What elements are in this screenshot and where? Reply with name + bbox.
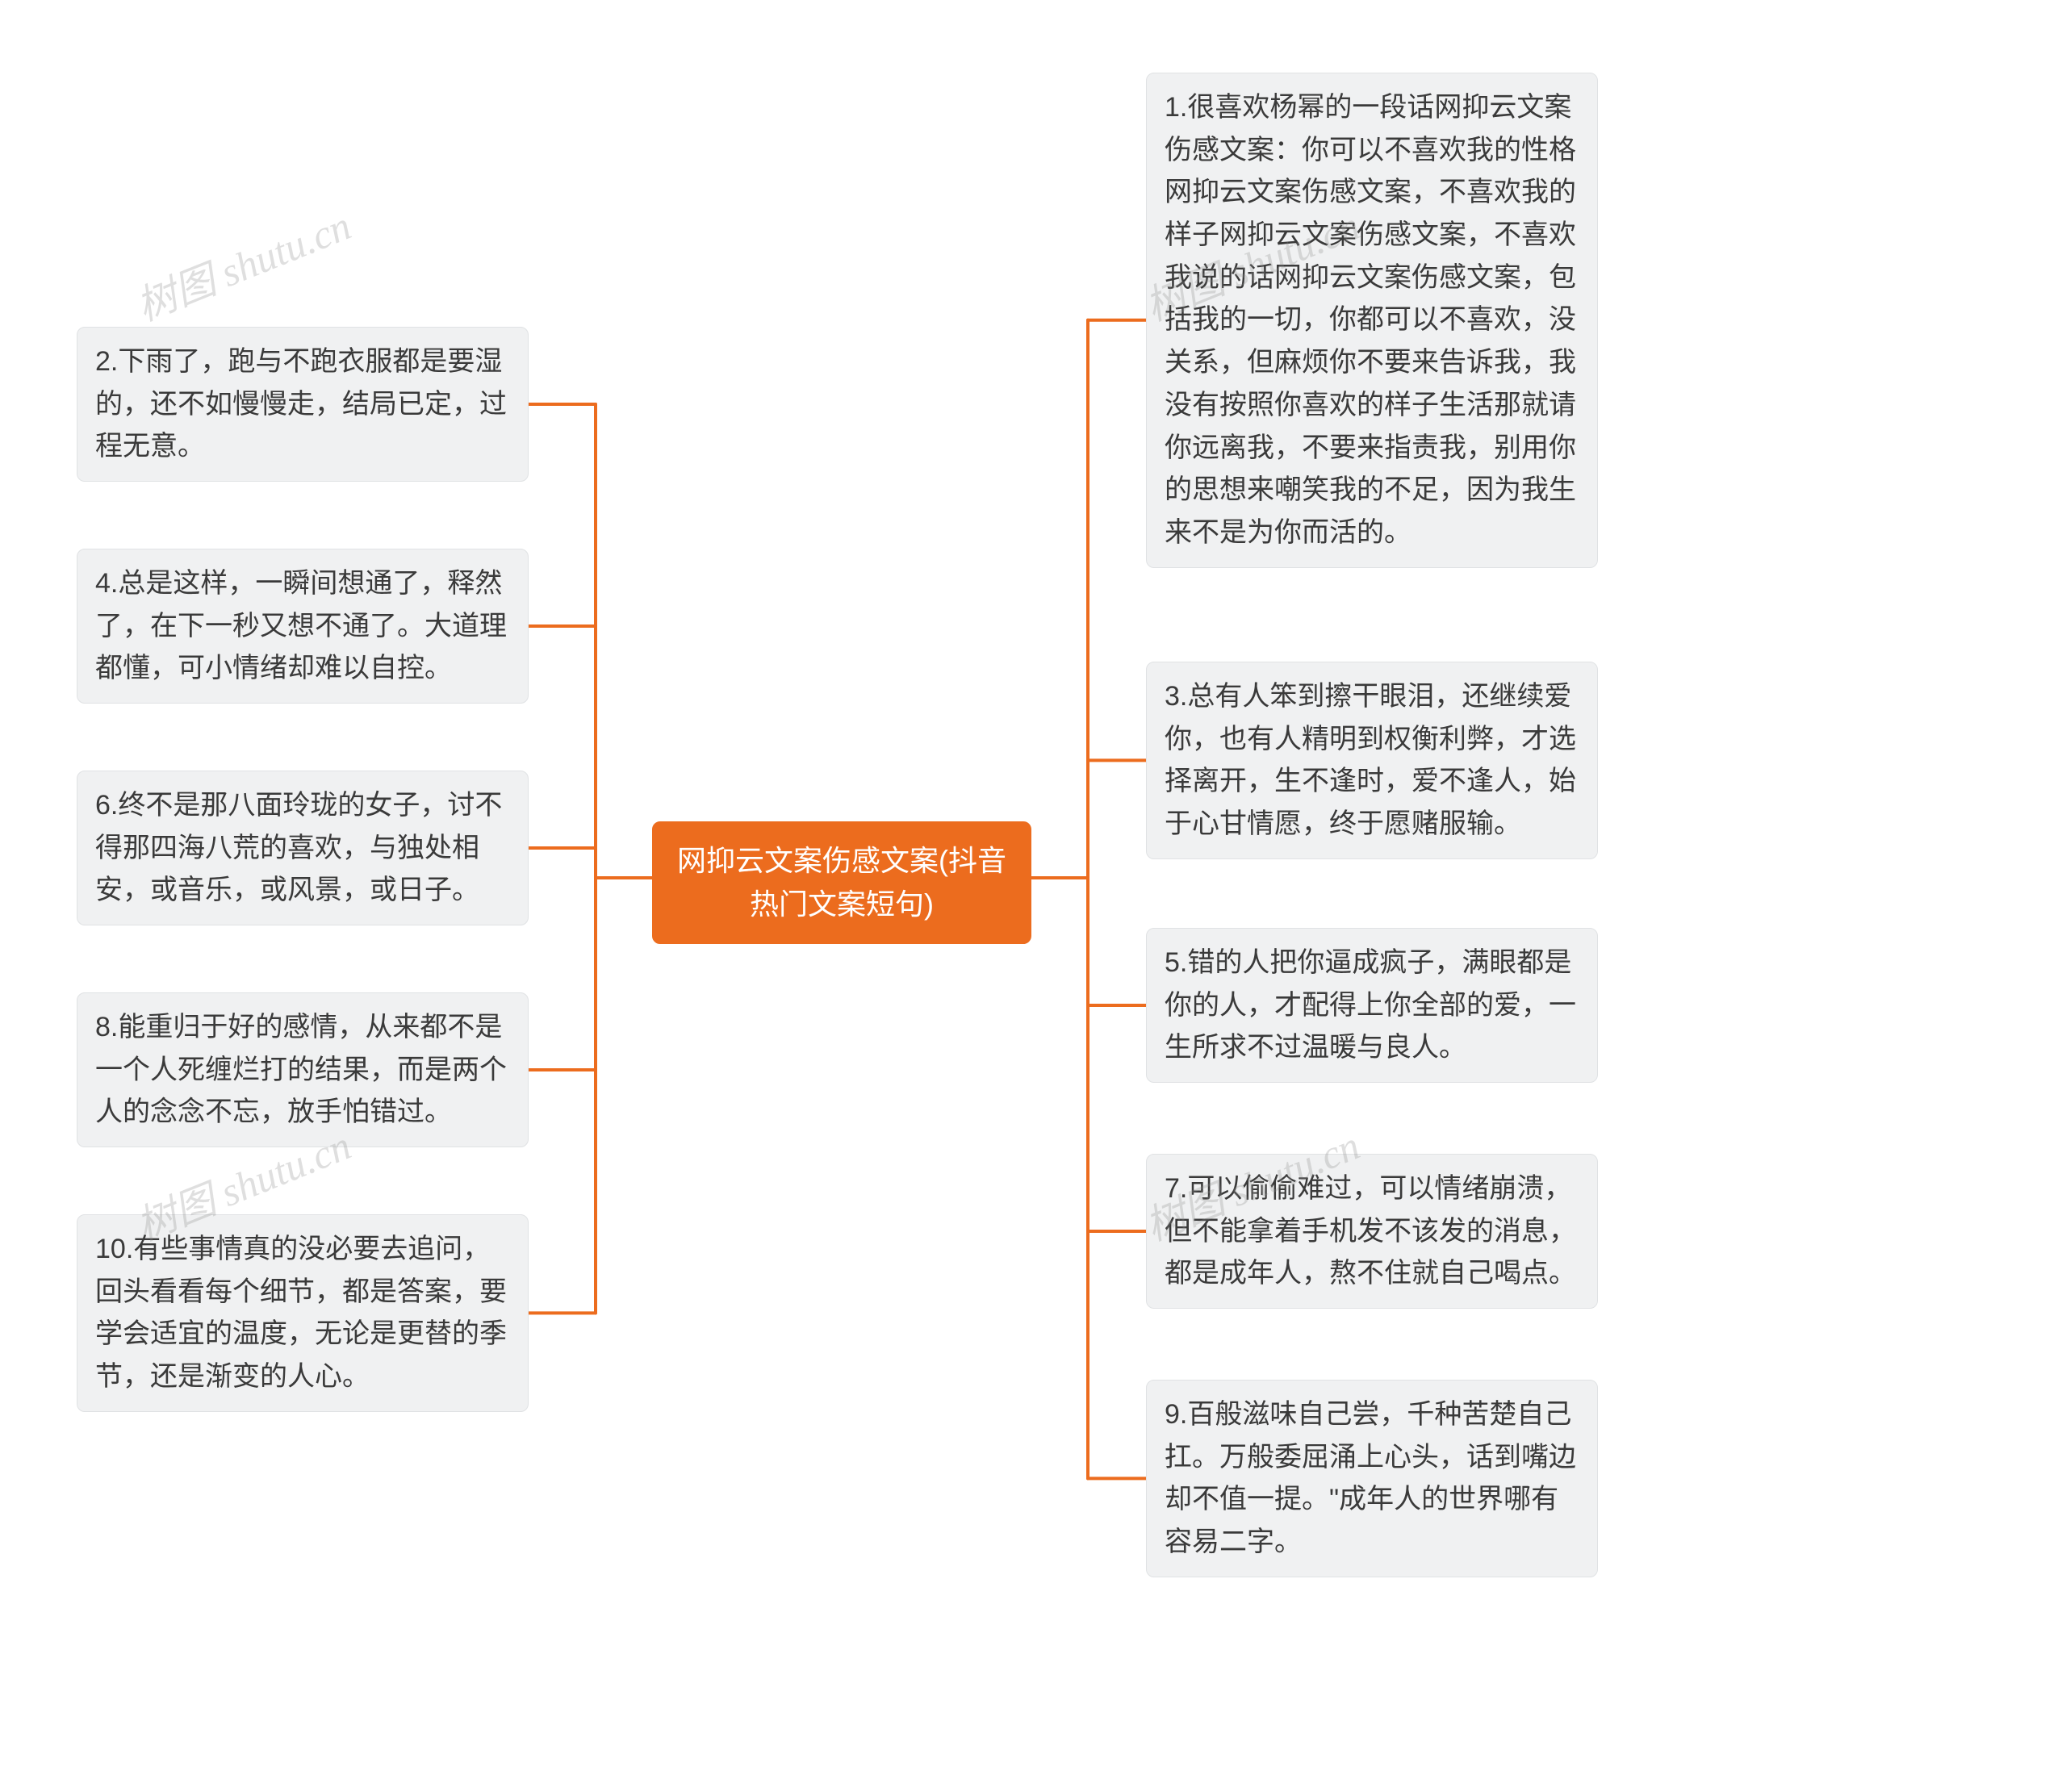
- leaf-text: 6.终不是那八面玲珑的女子，讨不得那四海八荒的喜欢，与独处相安，或音乐，或风景，…: [95, 790, 502, 905]
- watermark: 树图 shutu.cn: [127, 194, 358, 332]
- leaf-node-2: 2.下雨了，跑与不跑衣服都是要湿的，还不如慢慢走，结局已定，过程无意。: [77, 327, 529, 482]
- leaf-text: 3.总有人笨到擦干眼泪，还继续爱你，也有人精明到权衡利弊，才选择离开，生不逢时，…: [1165, 681, 1576, 839]
- leaf-text: 7.可以偷偷难过，可以情绪崩溃，但不能拿着手机发不该发的消息，都是成年人，熬不住…: [1165, 1173, 1576, 1289]
- leaf-text: 8.能重归于好的感情，从来都不是一个人死缠烂打的结果，而是两个人的念念不忘，放手…: [95, 1012, 507, 1127]
- leaf-node-3: 3.总有人笨到擦干眼泪，还继续爱你，也有人精明到权衡利弊，才选择离开，生不逢时，…: [1146, 662, 1598, 859]
- leaf-node-4: 4.总是这样，一瞬间想通了，释然了，在下一秒又想不通了。大道理都懂，可小情绪却难…: [77, 549, 529, 704]
- leaf-node-10: 10.有些事情真的没必要去追问，回头看看每个细节，都是答案，要学会适宜的温度，无…: [77, 1214, 529, 1412]
- leaf-node-7: 7.可以偷偷难过，可以情绪崩溃，但不能拿着手机发不该发的消息，都是成年人，熬不住…: [1146, 1154, 1598, 1309]
- center-topic-text: 网抑云文案伤感文案(抖音热门文案短句): [677, 844, 1006, 921]
- leaf-node-9: 9.百般滋味自己尝，千种苦楚自己扛。万般委屈涌上心头，话到嘴边却不值一提。"成年…: [1146, 1380, 1598, 1577]
- leaf-text: 2.下雨了，跑与不跑衣服都是要湿的，还不如慢慢走，结局已定，过程无意。: [95, 346, 507, 462]
- leaf-text: 1.很喜欢杨幂的一段话网抑云文案伤感文案：你可以不喜欢我的性格网抑云文案伤感文案…: [1165, 92, 1576, 548]
- mindmap-canvas: 网抑云文案伤感文案(抖音热门文案短句) 2.下雨了，跑与不跑衣服都是要湿的，还不…: [0, 0, 2066, 1792]
- leaf-text: 4.总是这样，一瞬间想通了，释然了，在下一秒又想不通了。大道理都懂，可小情绪却难…: [95, 568, 507, 683]
- center-topic: 网抑云文案伤感文案(抖音热门文案短句): [652, 821, 1031, 944]
- leaf-node-1: 1.很喜欢杨幂的一段话网抑云文案伤感文案：你可以不喜欢我的性格网抑云文案伤感文案…: [1146, 73, 1598, 568]
- leaf-node-5: 5.错的人把你逼成疯子，满眼都是你的人，才配得上你全部的爱，一生所求不过温暖与良…: [1146, 928, 1598, 1083]
- leaf-text: 10.有些事情真的没必要去追问，回头看看每个细节，都是答案，要学会适宜的温度，无…: [95, 1234, 507, 1392]
- leaf-text: 9.百般滋味自己尝，千种苦楚自己扛。万般委屈涌上心头，话到嘴边却不值一提。"成年…: [1165, 1399, 1576, 1557]
- leaf-node-8: 8.能重归于好的感情，从来都不是一个人死缠烂打的结果，而是两个人的念念不忘，放手…: [77, 992, 529, 1147]
- leaf-node-6: 6.终不是那八面玲珑的女子，讨不得那四海八荒的喜欢，与独处相安，或音乐，或风景，…: [77, 771, 529, 925]
- leaf-text: 5.错的人把你逼成疯子，满眼都是你的人，才配得上你全部的爱，一生所求不过温暖与良…: [1165, 947, 1576, 1063]
